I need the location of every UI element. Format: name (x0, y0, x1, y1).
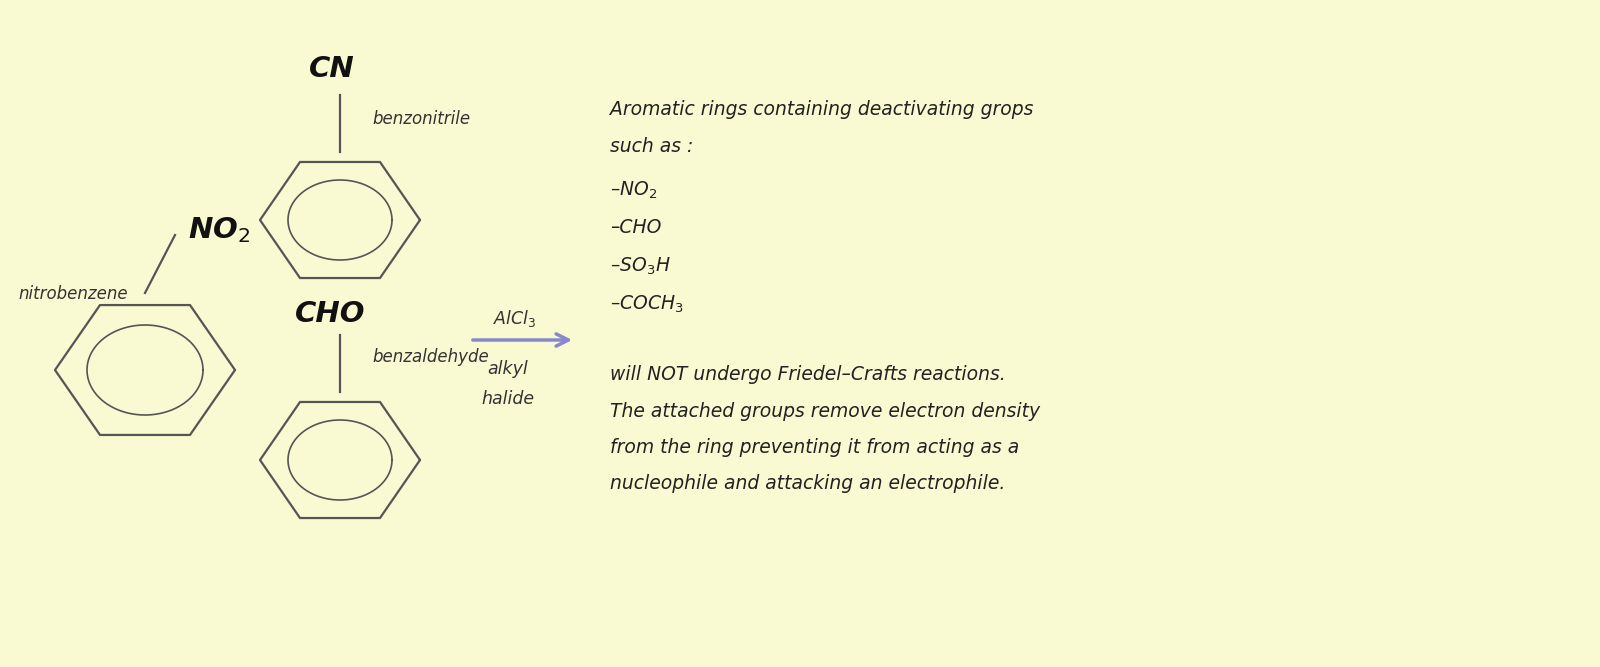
Text: halide: halide (482, 390, 534, 408)
Text: –NO$_2$: –NO$_2$ (610, 180, 658, 201)
Text: alkyl: alkyl (488, 360, 528, 378)
Text: nitrobenzene: nitrobenzene (18, 285, 128, 303)
Text: CHO: CHO (294, 300, 365, 328)
Text: –COCH$_3$: –COCH$_3$ (610, 294, 683, 315)
Text: Aromatic rings containing deactivating grops: Aromatic rings containing deactivating g… (610, 100, 1034, 119)
Text: benzonitrile: benzonitrile (371, 110, 470, 128)
Text: such as :: such as : (610, 137, 693, 156)
Text: from the ring preventing it from acting as a: from the ring preventing it from acting … (610, 438, 1019, 457)
Text: –SO$_3$H: –SO$_3$H (610, 256, 670, 277)
Text: The attached groups remove electron density: The attached groups remove electron dens… (610, 402, 1040, 421)
Text: benzaldehyde: benzaldehyde (371, 348, 488, 366)
Text: will NOT undergo Friedel–Crafts reactions.: will NOT undergo Friedel–Crafts reaction… (610, 365, 1006, 384)
Text: nucleophile and attacking an electrophile.: nucleophile and attacking an electrophil… (610, 474, 1005, 493)
Text: NO$_2$: NO$_2$ (189, 215, 250, 245)
Text: CN: CN (309, 55, 355, 83)
Text: AlCl$_3$: AlCl$_3$ (493, 308, 536, 329)
Text: –CHO: –CHO (610, 218, 661, 237)
